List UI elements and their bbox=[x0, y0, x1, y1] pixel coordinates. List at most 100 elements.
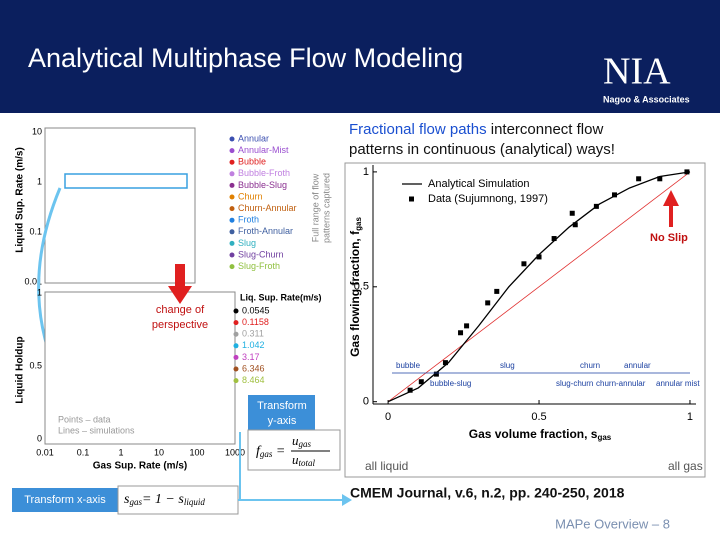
formula-part: fgas = bbox=[256, 444, 285, 459]
transform-y-box bbox=[248, 395, 315, 431]
holdup: 1 0.5 0 0.01 0.1 1 10 100 1000 Liq. Sup. Rate(m/s… bbox=[29, 287, 321, 457]
legend-marker bbox=[229, 217, 235, 223]
legend-label: Annular bbox=[238, 133, 269, 143]
y-tick-label: 1 bbox=[37, 176, 42, 186]
legend-marker bbox=[229, 194, 235, 200]
all-liquid: all liquid bbox=[365, 459, 408, 473]
caption-text: interconnect flow bbox=[487, 121, 604, 138]
legend-label: 3.17 bbox=[242, 352, 260, 362]
legend-marker bbox=[229, 171, 235, 177]
side-label: patterns captured bbox=[321, 173, 331, 243]
transform-y: Transform bbox=[257, 400, 307, 412]
flow-map-frame bbox=[44, 127, 196, 284]
y-tick-label: 0 bbox=[363, 396, 369, 408]
regime: churn-annular bbox=[596, 379, 646, 388]
no-slip-arrow bbox=[663, 190, 679, 206]
legend-label: Bubble bbox=[238, 157, 266, 167]
all-gas: all gas bbox=[668, 459, 703, 473]
data-point bbox=[572, 222, 578, 228]
legend-marker bbox=[229, 264, 235, 270]
y-tick-label: 1 bbox=[363, 166, 369, 178]
x-tick-label: 0.01 bbox=[36, 447, 54, 457]
data-point bbox=[657, 176, 663, 182]
logo: NIA bbox=[603, 51, 671, 93]
x-tick-label: 0.1 bbox=[77, 447, 90, 457]
legend-label: Bubble-Slug bbox=[238, 180, 287, 190]
data-point bbox=[407, 387, 413, 393]
x-label-main: Gas volume fraction, s bbox=[469, 427, 598, 441]
sym: s bbox=[124, 492, 130, 507]
legend-label: Froth-Annular bbox=[238, 226, 293, 236]
y-tick-label: 0.5 bbox=[29, 360, 42, 370]
data-point bbox=[593, 203, 599, 209]
y-label: Gas flowing fraction, fgas bbox=[348, 217, 363, 357]
legend-label: Analytical Simulation bbox=[428, 178, 530, 190]
highlight-box bbox=[64, 173, 188, 189]
legend-label: Data (Sujumnong, 1997) bbox=[428, 193, 548, 205]
legend-label: Slug bbox=[238, 238, 256, 248]
data-point bbox=[611, 192, 617, 198]
formula-f: fgas = ugas utotal bbox=[256, 433, 330, 468]
regimes: bubble slug churn annular bubble-slug sl… bbox=[396, 361, 700, 388]
legend-marker bbox=[233, 366, 239, 372]
x-label-sub: gas bbox=[597, 433, 611, 442]
x-label: Gas Sup. Rate (m/s) bbox=[93, 461, 187, 472]
perspective: perspective bbox=[152, 319, 208, 331]
legend-marker bbox=[233, 354, 239, 360]
legend-marker bbox=[229, 240, 235, 246]
y-label: Liquid Holdup bbox=[15, 336, 26, 403]
no-slip-label: No Slip bbox=[650, 232, 688, 244]
legend-marker bbox=[233, 378, 239, 384]
legend-label: Bubble-Froth bbox=[238, 168, 290, 178]
legend-marker bbox=[233, 343, 239, 349]
legend-marker bbox=[233, 331, 239, 337]
legend-label: 0.0545 bbox=[242, 305, 270, 315]
legend-marker bbox=[229, 182, 235, 188]
arrowhead bbox=[342, 494, 352, 506]
arrow bbox=[168, 286, 192, 304]
data-point bbox=[433, 371, 439, 377]
regime: slug bbox=[500, 361, 515, 370]
legend-label: 6.346 bbox=[242, 363, 265, 373]
y-tick-label: 1 bbox=[37, 287, 42, 297]
data-point bbox=[551, 236, 557, 242]
slide-title: Analytical Multiphase Flow Modeling bbox=[28, 43, 463, 73]
legend-marker bbox=[229, 148, 235, 154]
note: Lines – simulations bbox=[58, 425, 135, 435]
sub: gas bbox=[129, 497, 142, 507]
header-band bbox=[0, 0, 720, 113]
legend-marker bbox=[229, 252, 235, 258]
perspective: change of bbox=[156, 304, 205, 316]
company: Nagoo & Associates bbox=[603, 94, 690, 104]
regime: churn bbox=[580, 361, 600, 370]
x-tick-label: 1000 bbox=[225, 447, 245, 457]
formula-box bbox=[247, 429, 341, 471]
rhs: = 1 − s bbox=[142, 492, 184, 507]
transform-y: y-axis bbox=[268, 415, 297, 427]
y-tick-label: 10 bbox=[32, 126, 42, 136]
eq: = bbox=[272, 444, 285, 459]
legend-marker bbox=[233, 308, 239, 314]
no-slip-arrow bbox=[669, 205, 673, 227]
legend-marker bbox=[229, 229, 235, 235]
legend-marker bbox=[409, 196, 414, 202]
data-point bbox=[569, 210, 575, 216]
legend-label: 8.464 bbox=[242, 375, 265, 385]
footer: MAPe Overview – 8 bbox=[555, 516, 670, 531]
y-label-sub: gas bbox=[354, 217, 363, 231]
legend-label: Slug-Froth bbox=[238, 261, 280, 271]
data-point bbox=[464, 323, 470, 329]
regime: bubble bbox=[396, 361, 421, 370]
x-tick-label: 0 bbox=[385, 411, 391, 423]
legend-label: Slug-Churn bbox=[238, 249, 284, 259]
legend-title: Liq. Sup. Rate(m/s) bbox=[240, 292, 322, 302]
legend-label: 0.1158 bbox=[242, 317, 269, 327]
legend-label: Annular-Mist bbox=[238, 145, 289, 155]
formula-part: utotal bbox=[292, 452, 316, 468]
data-point bbox=[418, 379, 424, 385]
data-point bbox=[485, 300, 491, 306]
chart-frame bbox=[344, 162, 706, 478]
